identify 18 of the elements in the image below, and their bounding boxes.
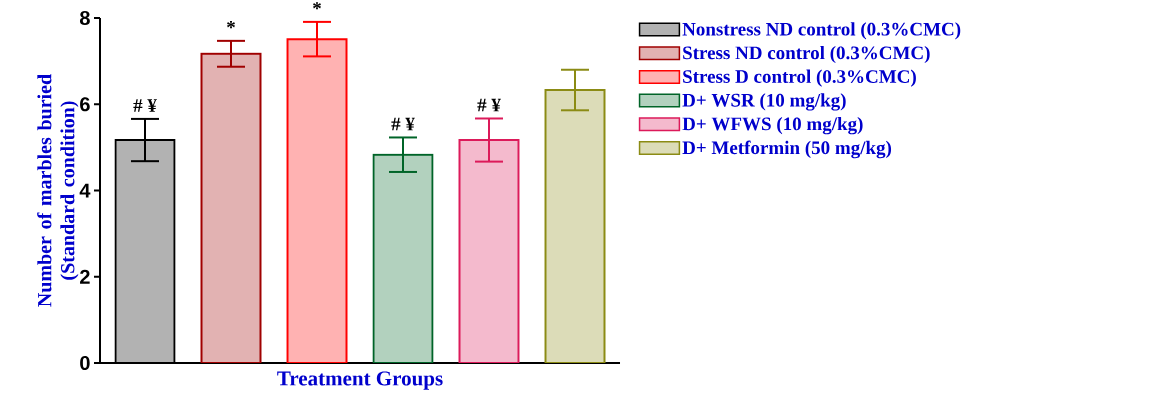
legend-label: D+ WSR (10 mg/kg)	[682, 93, 846, 111]
legend-label: Stress D control (0.3%CMC)	[683, 69, 916, 87]
data-label: *	[227, 21, 235, 29]
legend-label: Stress ND control (0.3%CMC)	[683, 45, 930, 64]
y-tick-label: 4	[79, 183, 91, 198]
legend-label: D+ Metformin (50 mg/kg)	[682, 140, 892, 159]
data-label: *	[313, 2, 321, 10]
data-label: # ¥	[477, 98, 501, 112]
data-label: # ¥	[133, 99, 157, 112]
legend-label: Nonstress ND control (0.3%CMC)	[682, 22, 961, 40]
y-tick-label: 2	[80, 269, 90, 284]
y-tick-label: 8	[79, 10, 90, 26]
y-axis-title: Number of marbles buried (Standard condition)	[37, 74, 79, 307]
data-label: # ¥	[391, 117, 415, 131]
y-tick-label: 0	[80, 355, 90, 371]
y-tick-label: 6	[80, 97, 90, 112]
x-axis-title: Treatment Groups	[277, 371, 443, 390]
legend-label: D+ WFWS (10 mg/kg)	[682, 116, 863, 135]
